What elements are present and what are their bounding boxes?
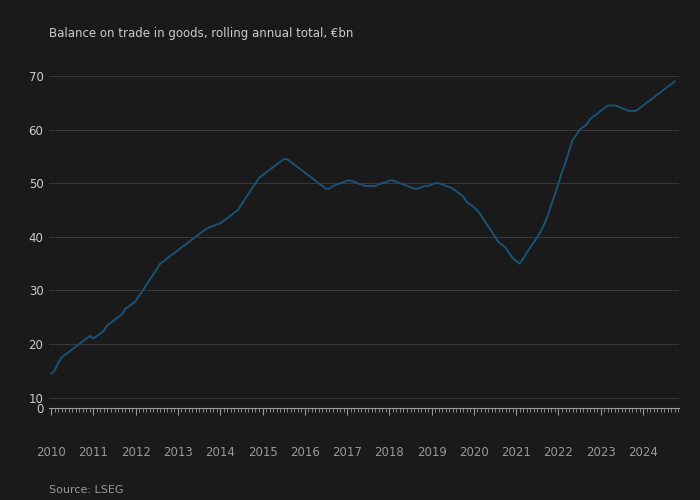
Text: Balance on trade in goods, rolling annual total, €bn: Balance on trade in goods, rolling annua… [49,27,354,40]
Text: Source: LSEG: Source: LSEG [49,485,123,495]
